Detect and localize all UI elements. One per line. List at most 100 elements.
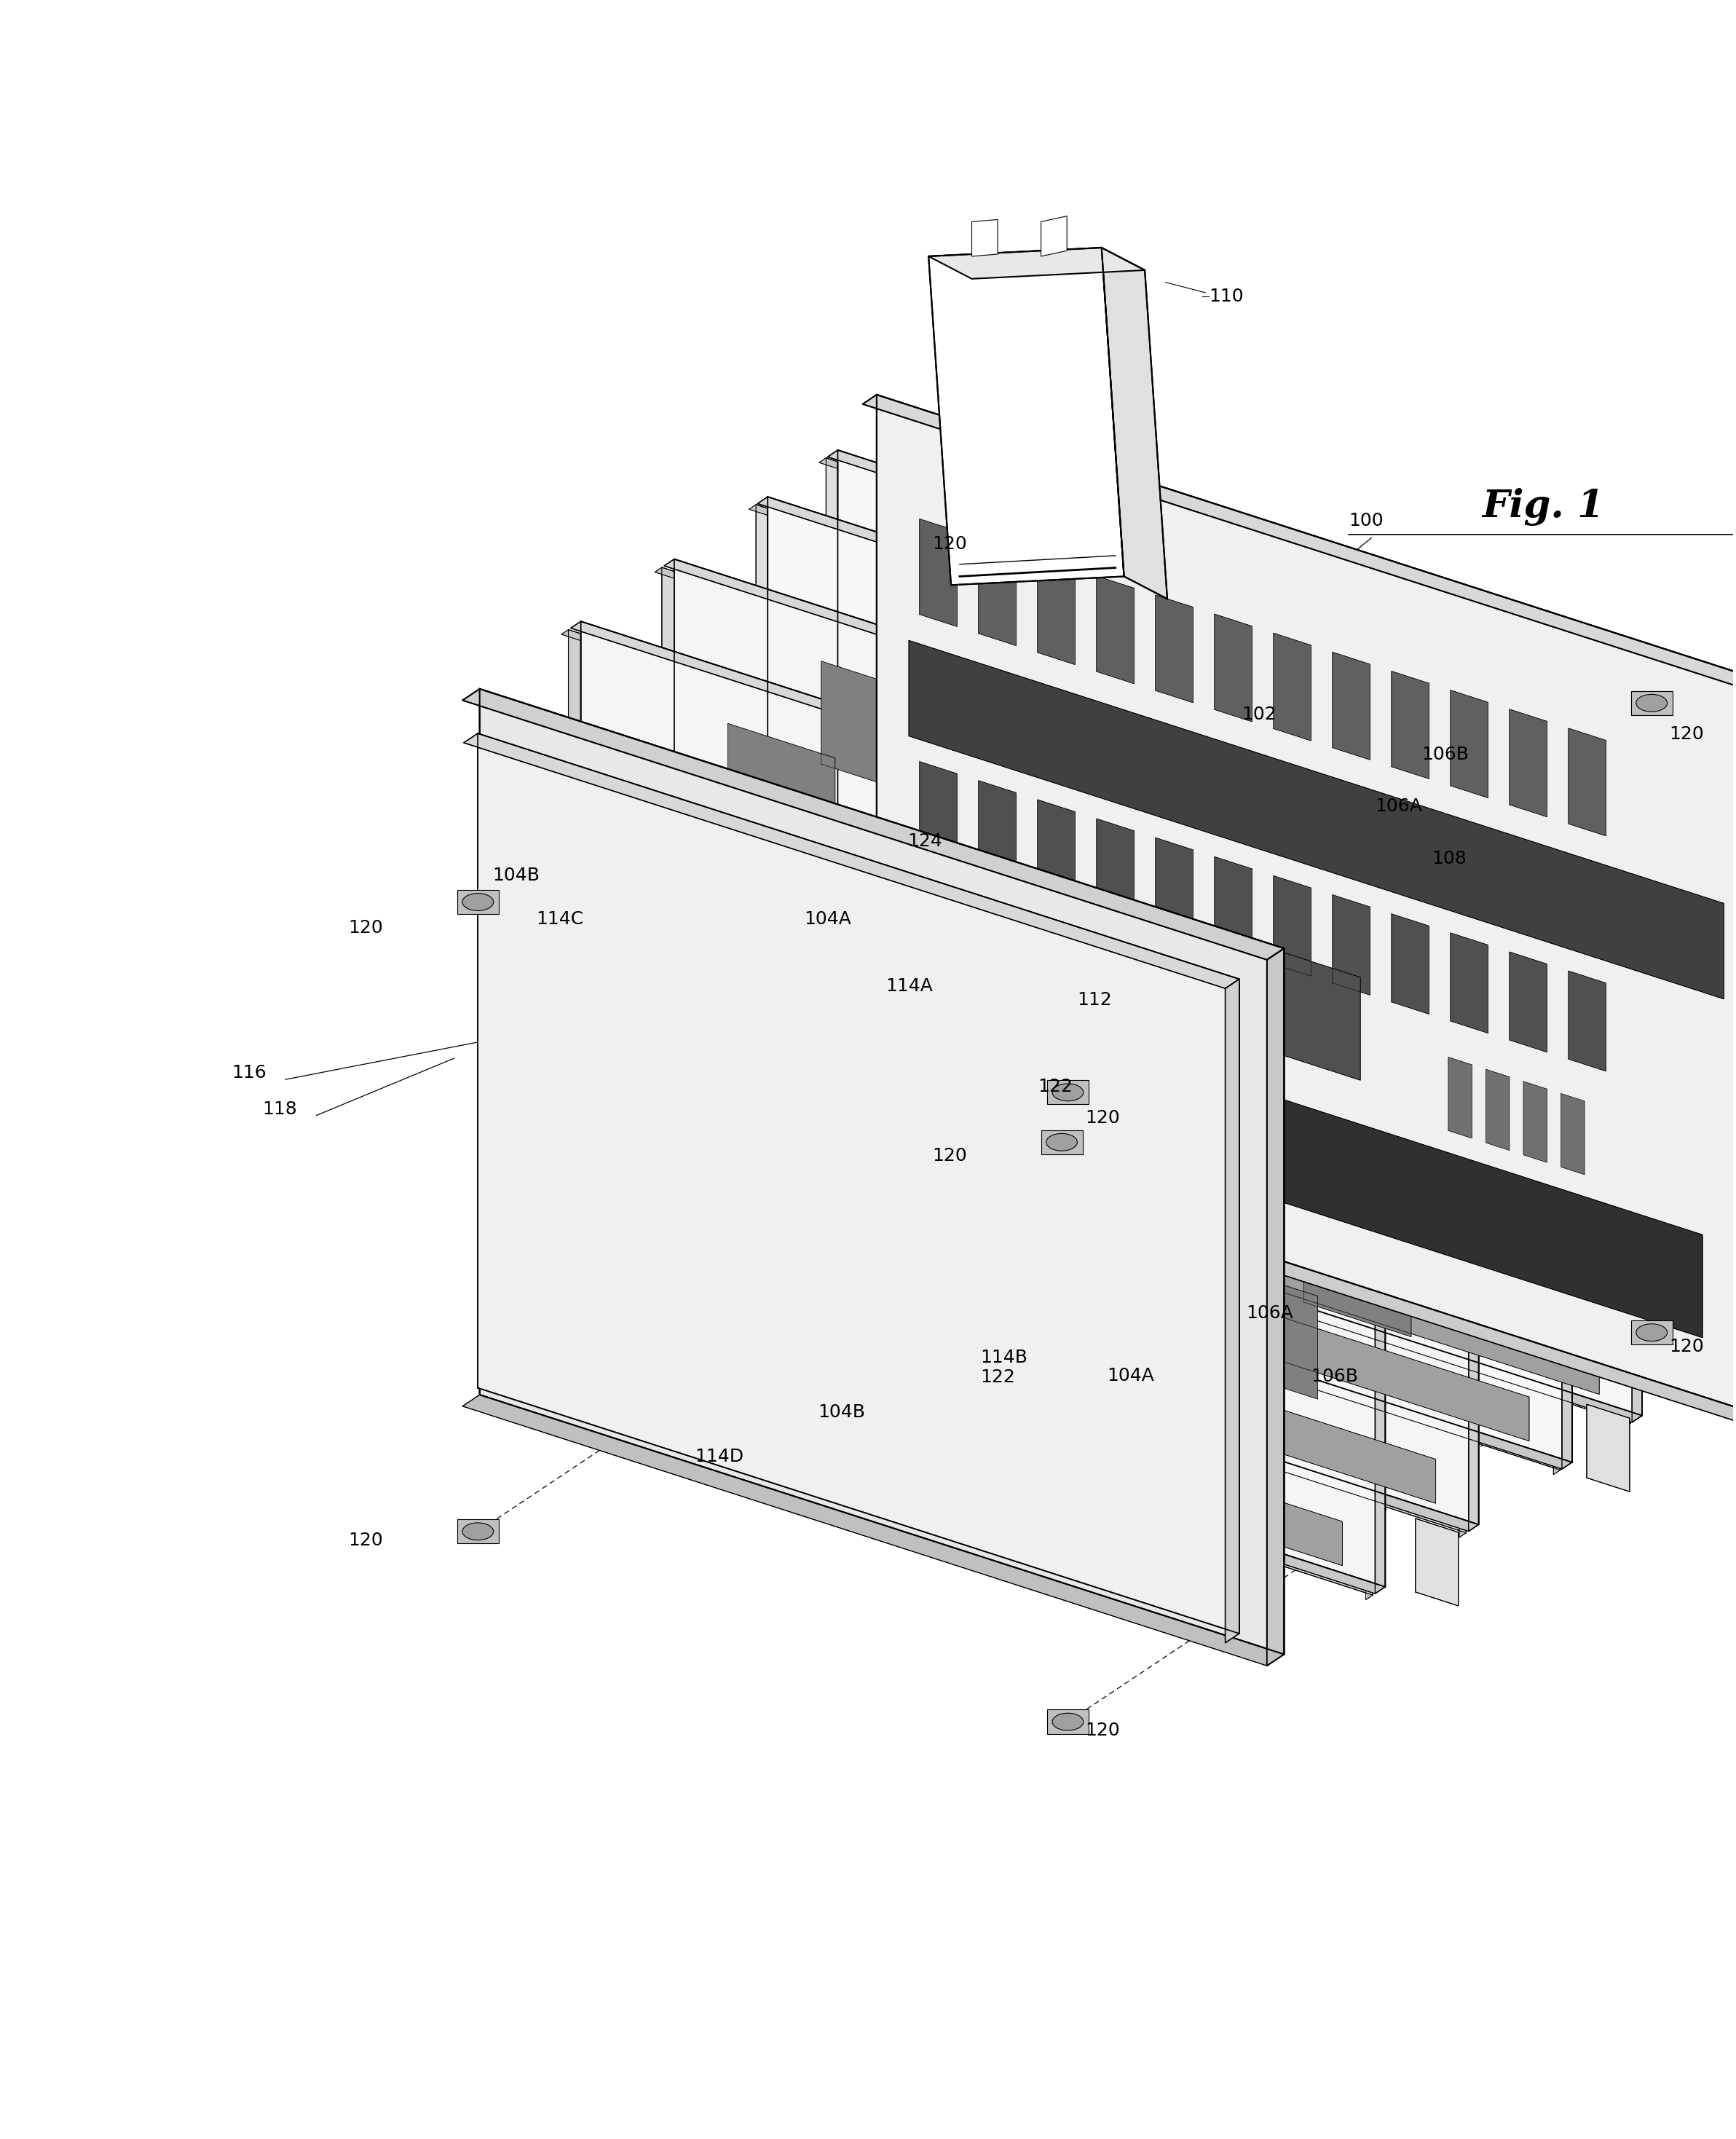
Polygon shape [1304,1200,1411,1337]
Text: 120: 120 [1668,725,1703,742]
Polygon shape [634,785,741,924]
Polygon shape [1524,1082,1547,1161]
Polygon shape [757,496,1573,764]
Polygon shape [979,781,1016,881]
Ellipse shape [1635,695,1667,712]
Polygon shape [983,712,1090,851]
Polygon shape [457,890,498,913]
Polygon shape [972,220,998,257]
Polygon shape [1510,952,1547,1052]
Polygon shape [1156,838,1193,939]
Polygon shape [654,567,1467,832]
Text: 120: 120 [932,1147,967,1166]
Polygon shape [819,458,1630,723]
Polygon shape [1213,909,1321,1046]
Text: 122: 122 [1038,1078,1073,1095]
Ellipse shape [462,894,493,911]
Text: 102: 102 [1241,706,1276,723]
Polygon shape [891,997,998,1134]
Polygon shape [1142,956,1250,1093]
Polygon shape [838,449,1642,1416]
Polygon shape [929,248,1144,278]
Polygon shape [1052,667,1160,804]
Polygon shape [1448,1057,1472,1138]
Polygon shape [464,734,1240,988]
Polygon shape [1375,881,1385,1594]
Polygon shape [1630,1320,1672,1345]
Text: 120: 120 [349,920,384,937]
Polygon shape [634,978,741,1114]
Polygon shape [748,505,1561,768]
Polygon shape [1052,1048,1160,1187]
Polygon shape [1042,1129,1083,1155]
Polygon shape [1373,1153,1481,1290]
Polygon shape [1042,501,1083,524]
Polygon shape [1623,717,1630,1429]
Polygon shape [1274,875,1311,975]
Polygon shape [828,1155,1642,1422]
Polygon shape [880,1119,1599,1395]
Polygon shape [1116,1324,1224,1461]
Polygon shape [1052,858,1160,995]
Polygon shape [457,1519,498,1544]
Polygon shape [863,1129,1736,1422]
Ellipse shape [1052,1084,1083,1102]
Text: 114A: 114A [885,978,932,995]
Polygon shape [891,806,998,943]
Polygon shape [561,629,1373,894]
Polygon shape [889,774,996,913]
Polygon shape [634,1168,741,1305]
Polygon shape [1050,828,1156,965]
Polygon shape [727,915,835,1052]
Polygon shape [1373,770,1481,907]
Text: 120: 120 [932,535,967,552]
Polygon shape [717,1228,1436,1504]
Polygon shape [983,905,1090,1042]
Polygon shape [727,723,835,862]
Polygon shape [1451,691,1488,798]
Ellipse shape [1052,1713,1083,1730]
Polygon shape [1460,828,1467,1538]
Polygon shape [1267,948,1285,1666]
Polygon shape [479,689,1285,1653]
Polygon shape [1632,710,1642,1422]
Polygon shape [1050,1211,1156,1348]
Polygon shape [821,851,929,990]
Polygon shape [462,1395,1285,1666]
Polygon shape [891,614,998,753]
Ellipse shape [1635,1324,1667,1341]
Polygon shape [1116,941,1224,1078]
Polygon shape [1274,633,1311,740]
Polygon shape [568,629,1373,1596]
Polygon shape [979,537,1016,646]
Polygon shape [863,396,1736,689]
Text: 122: 122 [981,1369,1016,1386]
Polygon shape [462,689,1285,960]
Polygon shape [929,248,1123,586]
Polygon shape [571,622,1385,888]
Polygon shape [623,1290,1342,1566]
Text: 118: 118 [262,1102,297,1119]
Text: 106B: 106B [1422,747,1469,764]
Polygon shape [1510,710,1547,817]
Polygon shape [1304,1007,1411,1147]
Polygon shape [877,396,1736,1414]
Polygon shape [757,1202,1573,1469]
Text: 100: 100 [1349,513,1384,530]
Polygon shape [1116,1134,1224,1271]
Polygon shape [795,1219,903,1358]
Polygon shape [1042,216,1068,257]
Text: 124: 124 [908,832,943,849]
Polygon shape [1561,1093,1585,1174]
Polygon shape [889,967,996,1104]
Text: 104B: 104B [493,866,540,883]
Text: 104B: 104B [818,1403,865,1420]
Text: 110: 110 [1208,287,1243,306]
Polygon shape [1568,971,1606,1072]
Polygon shape [821,1044,929,1181]
Text: 120: 120 [1085,1722,1120,1739]
Text: 106A: 106A [1375,798,1422,815]
Polygon shape [1587,1405,1630,1491]
Text: 114B: 114B [981,1350,1028,1367]
Text: 120: 120 [349,1532,384,1549]
